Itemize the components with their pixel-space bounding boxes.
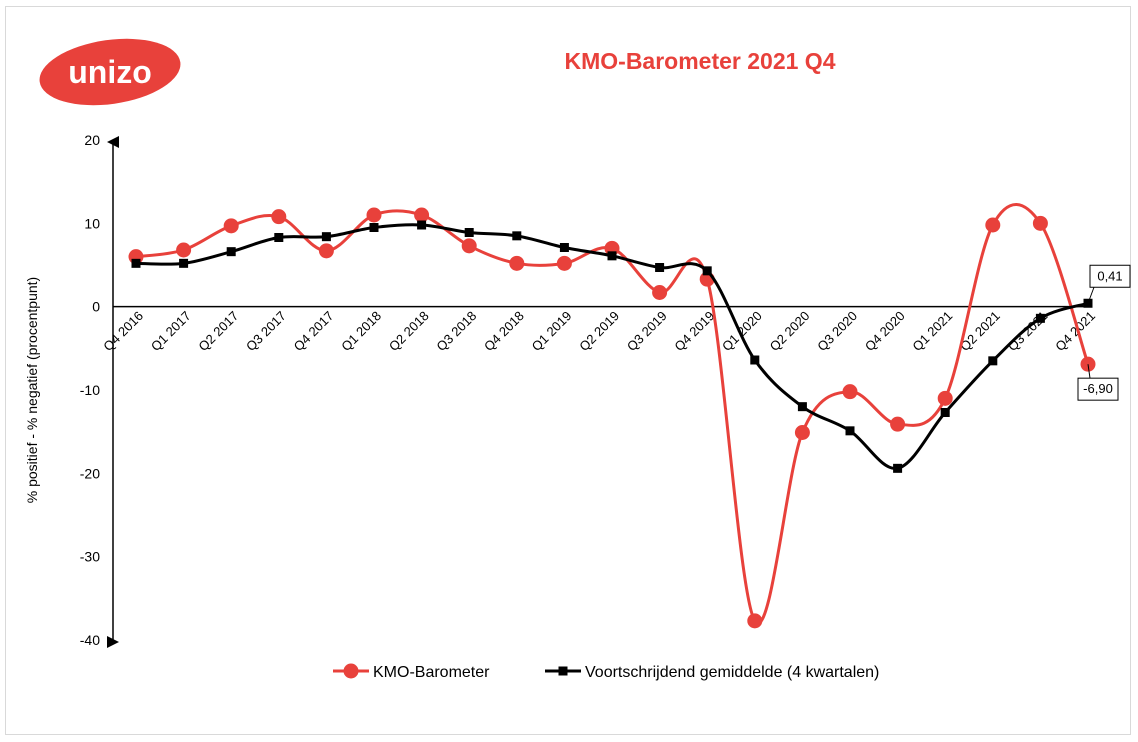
callouts: 0,41 -6,90 bbox=[1077, 264, 1131, 401]
legend-label: KMO-Barometer bbox=[373, 664, 490, 681]
data-point bbox=[559, 243, 569, 252]
data-point bbox=[464, 228, 474, 237]
data-point bbox=[607, 251, 617, 261]
y-tick-labels: 20 10 0 -10 -20 -30 -40 bbox=[80, 132, 100, 648]
data-point bbox=[226, 247, 236, 257]
callout-leader bbox=[1087, 364, 1091, 379]
series-moving-average bbox=[131, 220, 1093, 473]
callout-leader bbox=[1087, 287, 1095, 304]
y-tick-label: 20 bbox=[84, 132, 100, 148]
x-tick-label: Q3 2017 bbox=[243, 308, 289, 354]
x-tick-label: Q2 2018 bbox=[386, 308, 432, 354]
callout-label: -6,90 bbox=[1083, 381, 1113, 396]
x-tick-label: Q1 2021 bbox=[909, 308, 955, 354]
x-tick-label: Q4 2019 bbox=[671, 308, 717, 354]
x-tick-label: Q2 2017 bbox=[195, 308, 241, 354]
data-point bbox=[417, 220, 427, 230]
data-point bbox=[652, 285, 668, 300]
x-tick-label: Q2 2020 bbox=[767, 308, 813, 354]
y-tick-label: -30 bbox=[80, 549, 100, 565]
x-tick-label: Q4 2016 bbox=[100, 308, 146, 354]
data-point bbox=[131, 258, 141, 268]
callout-box bbox=[1089, 264, 1131, 288]
data-point bbox=[750, 355, 760, 365]
data-point bbox=[985, 217, 1001, 233]
x-tick-label: Q1 2020 bbox=[719, 308, 765, 354]
data-point bbox=[369, 223, 379, 232]
unizo-logo: unizo bbox=[39, 38, 181, 106]
data-point bbox=[797, 402, 807, 412]
data-point bbox=[988, 356, 998, 366]
data-point bbox=[747, 613, 763, 629]
data-point bbox=[937, 390, 953, 406]
y-tick-label: -40 bbox=[80, 632, 100, 648]
legend-label: Voortschrijdend gemiddelde (4 kwartalen) bbox=[585, 664, 879, 681]
series-kmo-barometer bbox=[128, 203, 1096, 629]
data-point bbox=[271, 209, 287, 225]
y-axis-label: % positief - % negatief (procentpunt) bbox=[24, 277, 40, 503]
series-line bbox=[135, 223, 1089, 470]
data-point bbox=[176, 242, 192, 258]
data-point bbox=[461, 238, 477, 254]
data-point bbox=[1035, 313, 1045, 323]
data-point bbox=[794, 425, 810, 440]
legend-swatch-marker bbox=[558, 666, 568, 676]
data-point bbox=[893, 463, 903, 473]
data-point bbox=[845, 426, 855, 436]
y-tick-label: -10 bbox=[80, 382, 100, 398]
legend-item: KMO-Barometer bbox=[333, 663, 490, 681]
x-tick-label: Q4 2020 bbox=[862, 308, 908, 354]
data-point bbox=[509, 255, 525, 271]
legend: KMO-Barometer Voortschrijdend gemiddelde … bbox=[333, 663, 879, 681]
data-point bbox=[842, 384, 858, 400]
data-point bbox=[223, 218, 239, 234]
x-tick-label: Q3 2019 bbox=[624, 308, 670, 354]
x-tick-label: Q1 2017 bbox=[148, 308, 194, 354]
logo-ellipse bbox=[39, 38, 181, 106]
legend-item: Voortschrijdend gemiddelde (4 kwartalen) bbox=[545, 664, 879, 681]
data-point bbox=[890, 416, 906, 432]
callout-box bbox=[1077, 377, 1119, 401]
callout-label: 0,41 bbox=[1097, 268, 1122, 283]
data-point bbox=[512, 231, 522, 241]
y-tick-label: 0 bbox=[92, 299, 100, 315]
x-tick-label: Q1 2018 bbox=[338, 308, 384, 354]
y-tick-label: -20 bbox=[80, 465, 100, 481]
axes bbox=[107, 136, 1090, 648]
chart-frame bbox=[5, 6, 1131, 735]
data-point bbox=[321, 232, 331, 242]
data-point bbox=[655, 263, 665, 272]
x-tick-label: Q3 2020 bbox=[814, 308, 860, 354]
data-point bbox=[318, 243, 334, 259]
x-tick-label: Q4 2021 bbox=[1052, 308, 1098, 354]
y-tick-label: 10 bbox=[84, 215, 100, 231]
data-point bbox=[702, 266, 712, 276]
x-tick-label: Q4 2017 bbox=[291, 308, 337, 354]
data-point bbox=[179, 258, 189, 268]
data-point bbox=[366, 207, 382, 223]
chart-title: KMO-Barometer 2021 Q4 bbox=[564, 48, 836, 74]
data-point bbox=[414, 207, 430, 223]
legend-swatch-marker bbox=[343, 663, 359, 679]
x-tick-label: Q2 2019 bbox=[576, 308, 622, 354]
logo-text: unizo bbox=[68, 54, 152, 90]
data-point bbox=[274, 233, 284, 242]
x-tick-label: Q4 2018 bbox=[481, 308, 527, 354]
x-tick-labels: Q4 2016 Q1 2017 Q2 2017 Q3 2017 Q4 2017 Q1 20… bbox=[100, 308, 1098, 354]
data-point bbox=[940, 408, 950, 417]
series-group bbox=[128, 203, 1096, 629]
data-point bbox=[1032, 215, 1048, 231]
x-tick-label: Q3 2018 bbox=[433, 308, 479, 354]
x-tick-label: Q1 2019 bbox=[529, 308, 575, 354]
data-point bbox=[556, 255, 572, 271]
